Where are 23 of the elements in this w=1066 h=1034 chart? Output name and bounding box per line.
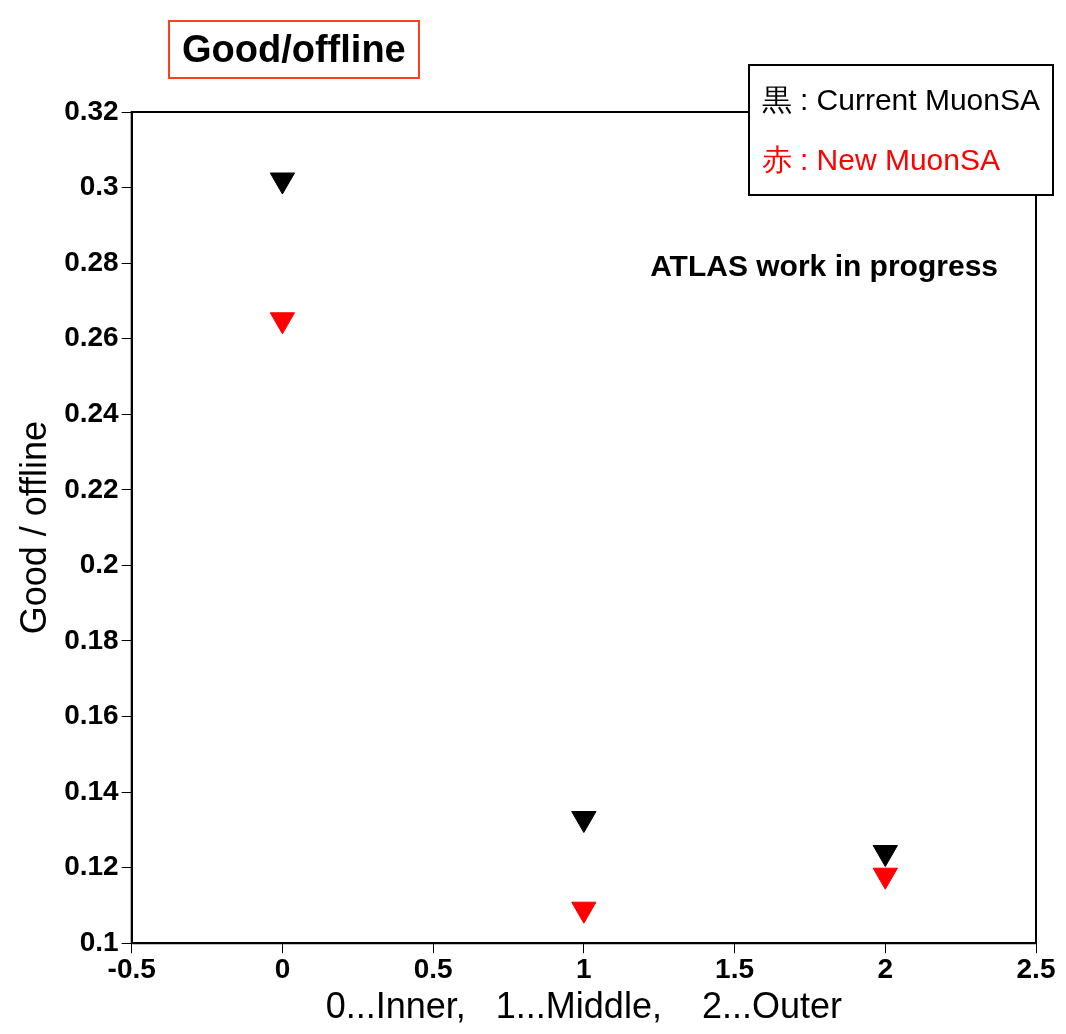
y-axis-title: Good / offline bbox=[12, 420, 54, 635]
y-tick-label: 0.2 bbox=[79, 548, 119, 580]
x-tick-label: 0.5 bbox=[413, 952, 453, 984]
text: 赤 : New MuonSA bbox=[761, 142, 1001, 178]
y-tick-label: 0.3 bbox=[79, 170, 119, 202]
x-tick-label: 1.5 bbox=[715, 952, 755, 984]
y-tick-label: 0.32 bbox=[64, 94, 119, 126]
x-tick-label: 2.5 bbox=[1016, 952, 1056, 984]
x-tick-label: 1 bbox=[576, 952, 592, 984]
y-tick-label: 0.14 bbox=[64, 774, 120, 806]
annotation: ATLAS work in progress bbox=[650, 249, 998, 284]
y-tick-label: 0.18 bbox=[64, 623, 119, 655]
y-tick-label: 0.16 bbox=[64, 699, 119, 731]
y-tick-label: 0.26 bbox=[64, 321, 119, 353]
text: 黒 : Current MuonSA bbox=[761, 82, 1040, 118]
x-tick-label: 0 bbox=[274, 952, 291, 984]
y-tick-label: 0.28 bbox=[64, 245, 119, 277]
x-tick-label: 2 bbox=[877, 952, 894, 984]
y-tick-label: 0.22 bbox=[64, 472, 119, 504]
y-tick-label: 0.12 bbox=[64, 850, 119, 882]
y-tick-label: 0.24 bbox=[64, 396, 120, 428]
chart-title: Good/offline bbox=[168, 20, 420, 79]
x-axis-title: 0...Inner, 1...Middle, 2...Outer bbox=[325, 985, 842, 1027]
